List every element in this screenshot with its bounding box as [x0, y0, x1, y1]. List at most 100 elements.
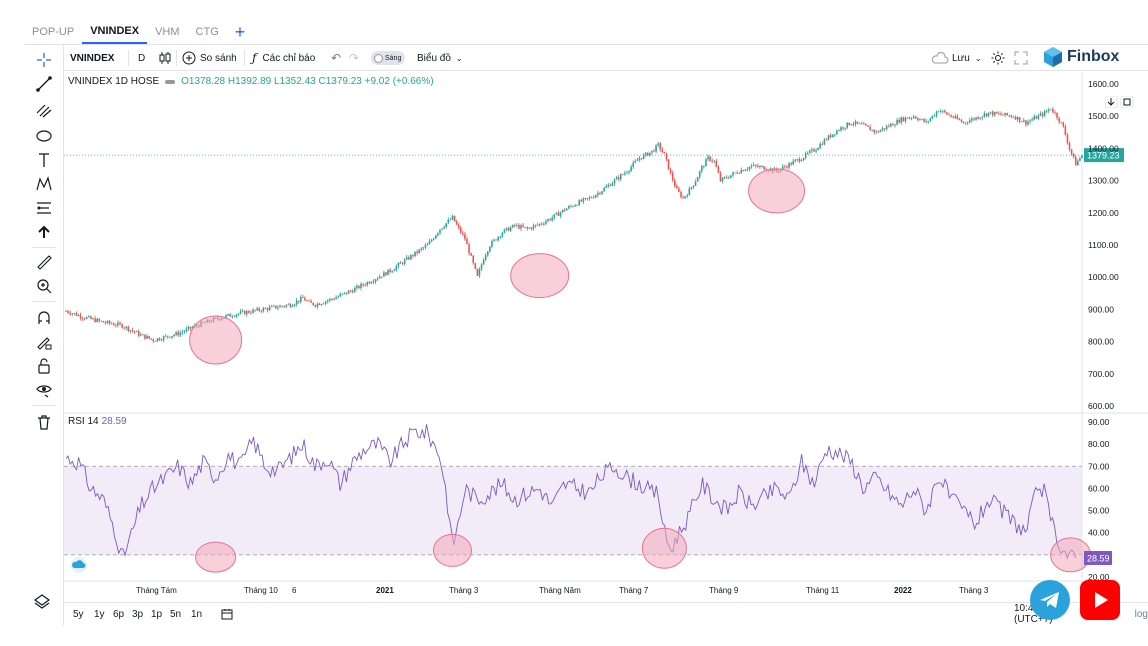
pattern-tool-icon[interactable] — [32, 173, 56, 195]
candle-body — [270, 306, 273, 308]
candle-body — [829, 135, 832, 138]
candle-body — [742, 170, 745, 172]
candle-body — [806, 152, 809, 154]
save-button[interactable]: Lưu ⌄ — [931, 45, 982, 71]
candle-body — [235, 314, 238, 317]
candle-body — [115, 325, 117, 327]
candle-body — [570, 206, 572, 207]
trend-line-icon[interactable] — [32, 73, 56, 95]
candle-body — [1050, 109, 1052, 110]
candle-body — [599, 192, 601, 194]
youtube-button[interactable] — [1080, 580, 1120, 620]
indicators-button[interactable]: ƒ Các chỉ báo — [252, 45, 315, 71]
candle-body — [649, 152, 651, 156]
range-6p[interactable]: 6p — [113, 608, 125, 620]
telegram-button[interactable] — [1030, 580, 1070, 620]
range-3p[interactable]: 3p — [132, 608, 144, 620]
candle-body — [782, 166, 784, 169]
trash-icon[interactable] — [32, 411, 56, 433]
candle-body — [754, 164, 757, 166]
candle-body — [561, 209, 564, 213]
settings-gear-icon[interactable] — [990, 45, 1006, 71]
candle-body — [92, 318, 94, 320]
range-1y[interactable]: 1y — [94, 608, 105, 620]
compare-button[interactable]: So sánh — [182, 45, 237, 71]
tab-popup[interactable]: POP-UP — [32, 26, 75, 38]
candle-body — [405, 257, 408, 260]
candle-body — [792, 161, 794, 165]
eye-icon[interactable] — [32, 379, 56, 401]
candle-body — [707, 156, 709, 160]
candle-body — [69, 312, 71, 315]
candle-body — [260, 310, 263, 312]
candle-body — [732, 172, 734, 176]
finbox-logo: Finbox — [1042, 46, 1119, 68]
interval-button[interactable]: D — [138, 52, 146, 64]
arrow-up-icon[interactable] — [32, 221, 56, 243]
fib-tool-icon[interactable] — [32, 99, 56, 121]
fullscreen-icon[interactable] — [1014, 45, 1028, 71]
candle-body — [513, 224, 516, 226]
candle-body — [430, 239, 433, 242]
candle-body — [264, 308, 267, 309]
range-5y[interactable]: 5y — [73, 608, 84, 620]
range-1n[interactable]: 1n — [191, 608, 203, 620]
candle-body — [759, 166, 761, 168]
candle-body — [939, 111, 942, 112]
date-range-icon[interactable] — [221, 603, 233, 625]
prediction-tool-icon[interactable] — [32, 197, 56, 219]
crosshair-icon[interactable] — [32, 49, 56, 71]
chart-header-toolbar: VNINDEX D So sánh ƒ Các chỉ báo ↶ ↷ Sáng… — [64, 45, 1148, 71]
zoom-in-icon[interactable] — [32, 275, 56, 297]
theme-toggle-label: Sáng — [385, 54, 402, 62]
legend-toggle-icon[interactable] — [165, 79, 176, 84]
candle-body — [94, 318, 96, 323]
candle-body — [505, 227, 508, 230]
candle-body — [723, 177, 726, 179]
redo-icon[interactable]: ↷ — [349, 51, 360, 65]
candle-style-icon[interactable] — [158, 45, 172, 71]
log-scale-toggle[interactable]: log — [1134, 608, 1148, 620]
price-chart[interactable]: 1379.23 1600.00 1500.00 1400.00 1300.00 1200.… — [64, 72, 1148, 602]
candle-body — [343, 292, 346, 294]
candle-body — [817, 148, 819, 150]
range-1p[interactable]: 1p — [151, 608, 163, 620]
lock-drawing-icon[interactable] — [32, 331, 56, 353]
unlock-icon[interactable] — [32, 355, 56, 377]
layers-icon[interactable] — [33, 592, 51, 610]
candle-body — [802, 157, 805, 161]
candle-body — [584, 198, 587, 199]
candle-body — [272, 305, 275, 307]
candle-body — [786, 166, 788, 168]
tab-vnindex[interactable]: VNINDEX — [82, 20, 148, 44]
fx-icon: ƒ — [252, 51, 257, 65]
candle-body — [262, 308, 265, 312]
candle-body — [850, 124, 853, 126]
undo-icon[interactable]: ↶ — [331, 51, 342, 65]
add-tab-button[interactable]: + — [234, 21, 246, 42]
candle-body — [96, 318, 98, 323]
chart-type-dropdown[interactable]: Biểu đồ ⌄ — [417, 45, 463, 71]
text-tool-icon[interactable] — [32, 149, 56, 171]
candle-body — [1041, 113, 1044, 116]
tab-vhm[interactable]: VHM — [155, 26, 180, 38]
candle-body — [241, 310, 244, 312]
symbol-search-button[interactable]: VNINDEX — [70, 52, 115, 64]
candle-body — [283, 306, 285, 307]
compare-label: So sánh — [200, 52, 237, 64]
candle-body — [885, 126, 888, 130]
candle-body — [125, 326, 128, 328]
magnet-icon[interactable] — [32, 307, 56, 329]
candle-body — [1066, 134, 1069, 144]
range-5n[interactable]: 5n — [170, 608, 182, 620]
shape-tool-icon[interactable] — [32, 125, 56, 147]
candle-body — [607, 184, 610, 187]
ruler-icon[interactable] — [32, 251, 56, 273]
theme-toggle[interactable]: Sáng — [371, 45, 405, 71]
candle-body — [268, 307, 271, 311]
candle-body — [717, 166, 720, 173]
candle-body — [761, 166, 763, 168]
candle-body — [397, 263, 400, 267]
chevron-down-icon: ⌄ — [455, 53, 463, 63]
tab-ctg[interactable]: CTG — [195, 26, 219, 38]
